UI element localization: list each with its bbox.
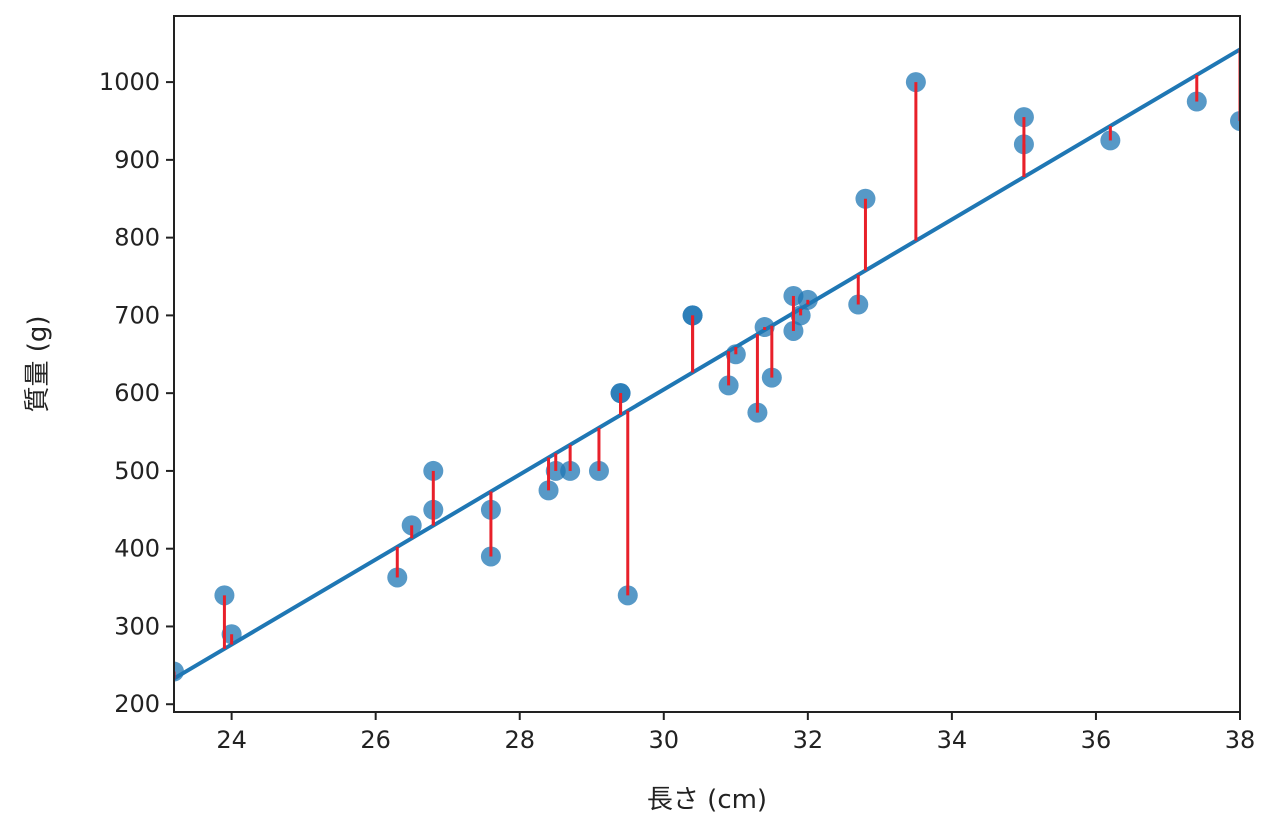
axes-frame	[173, 15, 1241, 713]
y-tick-label: 1000	[99, 68, 160, 96]
plot-area	[174, 47, 1240, 682]
y-tick-label: 500	[114, 457, 160, 485]
y-tick-label: 200	[114, 690, 160, 718]
y-axis-title: 質量 (g)	[23, 315, 53, 412]
x-tick-label: 36	[1081, 726, 1112, 754]
y-tick-label: 400	[114, 535, 160, 563]
plot-content	[174, 47, 1240, 682]
x-tick-label: 24	[216, 726, 247, 754]
regression-line	[174, 47, 1240, 681]
x-tick-label: 32	[793, 726, 824, 754]
x-tick-label: 30	[649, 726, 680, 754]
axis-ticks: 24 26 28 30 32 34 36 38 200 300 400 500 600 700 800 900…	[99, 68, 1255, 754]
y-tick-label: 700	[114, 301, 160, 329]
x-axis-title: 長さ (cm)	[647, 785, 767, 815]
x-tick-label: 28	[504, 726, 535, 754]
x-tick-label: 34	[937, 726, 968, 754]
y-tick-label: 600	[114, 379, 160, 407]
y-tick-label: 800	[114, 224, 160, 252]
y-tick-label: 300	[114, 612, 160, 640]
x-tick-label: 38	[1225, 726, 1256, 754]
data-point	[1230, 110, 1240, 131]
x-tick-label: 26	[360, 726, 391, 754]
y-tick-label: 900	[114, 146, 160, 174]
